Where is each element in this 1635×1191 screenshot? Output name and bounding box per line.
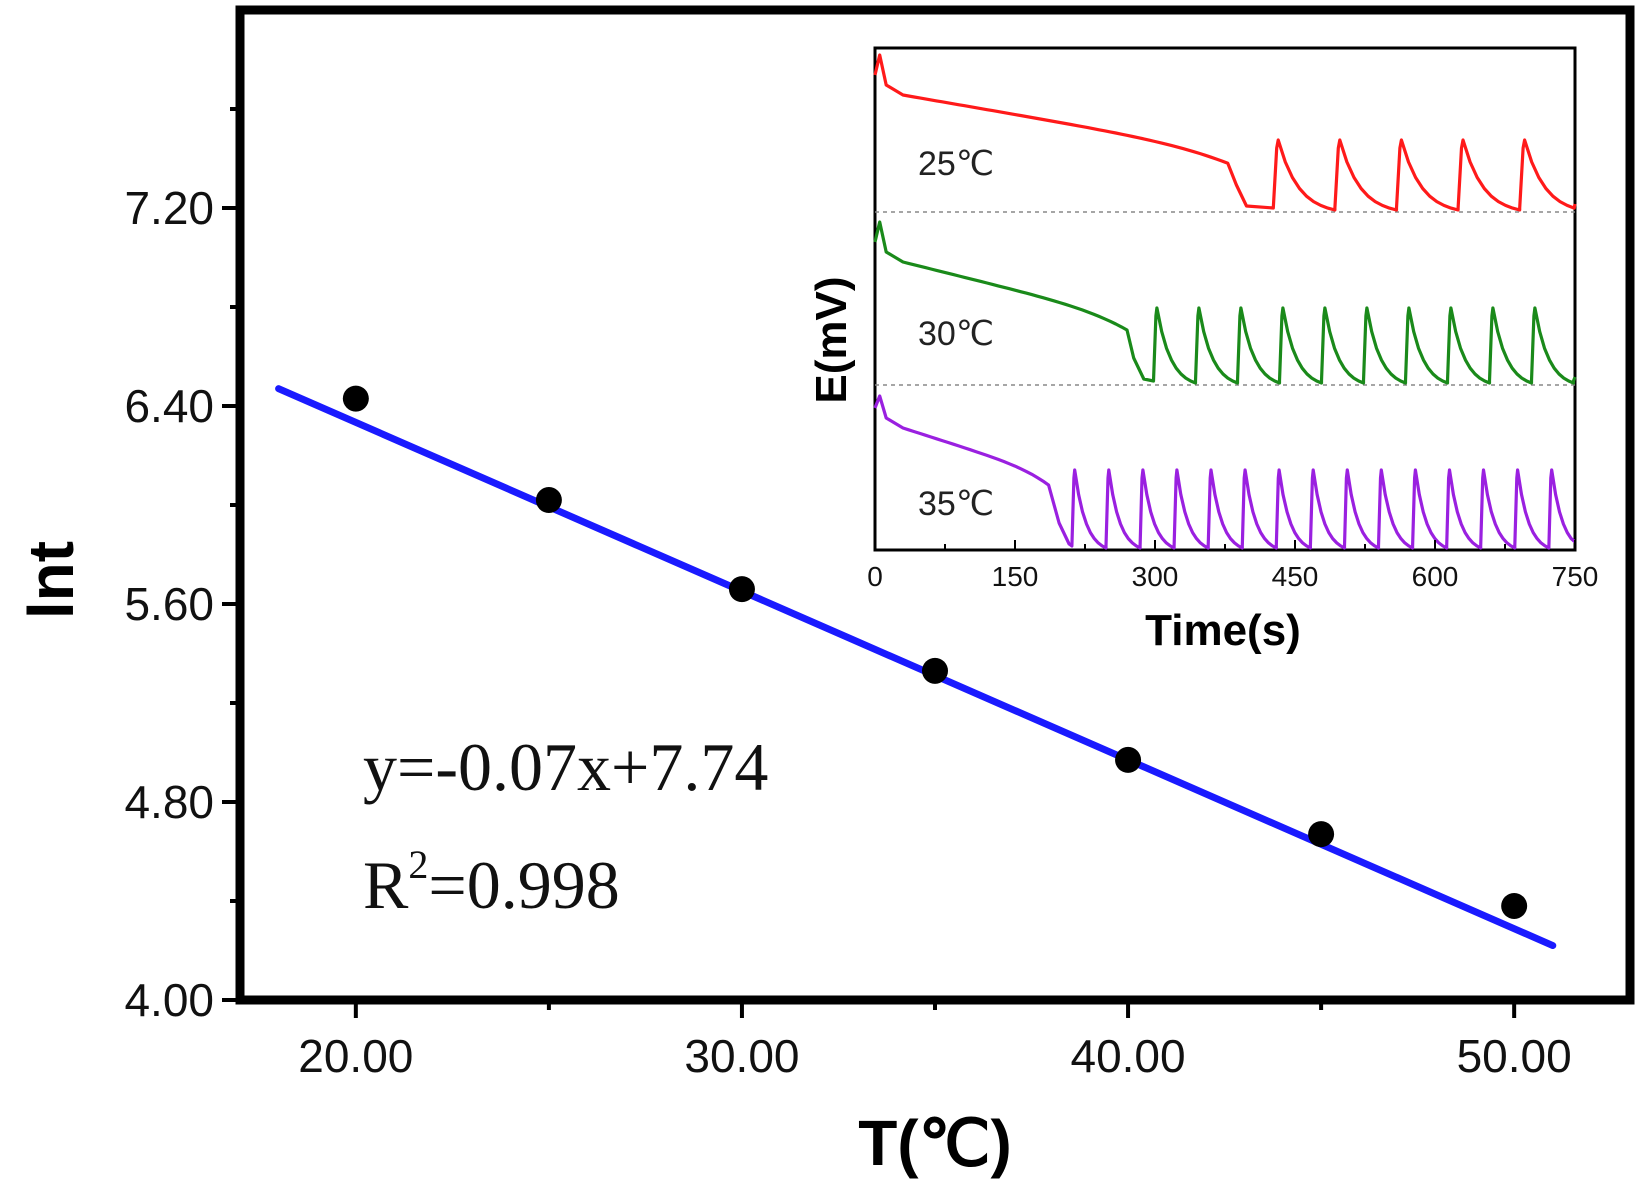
r2-superscript: 2 (408, 842, 428, 887)
data-point (922, 657, 948, 684)
inset-x-tick-label: 600 (1412, 561, 1459, 592)
fit-r-squared: R2=0.998 (363, 842, 620, 923)
inset-x-axis-title: Time(s) (1145, 606, 1301, 655)
inset-y-axis-title: E(mV) (807, 276, 856, 403)
y-tick-label: 4.00 (124, 974, 214, 1026)
y-tick-label: 6.40 (124, 380, 214, 432)
data-point (535, 487, 562, 514)
inset-series-label: 30℃ (918, 315, 994, 353)
inset-trace (873, 394, 1577, 550)
fit-equation: y=-0.07x+7.74 (363, 729, 768, 805)
x-tick-label: 40.00 (1070, 1030, 1185, 1082)
inset-series-label: 35℃ (918, 485, 994, 523)
x-tick-label: 30.00 (684, 1030, 799, 1082)
y-tick-label: 4.80 (124, 776, 214, 828)
data-point (1308, 821, 1335, 848)
data-point (342, 385, 369, 412)
inset-x-tick-label: 150 (992, 561, 1039, 592)
x-tick-label: 50.00 (1457, 1030, 1572, 1082)
inset-x-tick-label: 0 (867, 561, 883, 592)
main-x-axis-title: T(℃) (858, 1107, 1012, 1179)
data-point (728, 576, 755, 603)
fit-line (275, 385, 1557, 950)
main-y-axis-title: lnt (15, 541, 87, 619)
r2-value: =0.998 (428, 847, 619, 923)
y-tick-label: 7.20 (124, 182, 214, 234)
r2-prefix: R (363, 847, 409, 923)
inset-series-label: 25℃ (918, 145, 994, 183)
x-tick-label: 20.00 (298, 1030, 413, 1082)
inset-x-tick-label: 450 (1272, 561, 1319, 592)
inset-trace (873, 220, 1577, 385)
inset-x-tick-label: 750 (1552, 561, 1599, 592)
y-tick-label: 5.60 (124, 578, 214, 630)
data-point (1115, 746, 1142, 773)
inset-x-tick-label: 300 (1132, 561, 1179, 592)
data-point (1501, 892, 1528, 919)
inset-plot-frame (873, 46, 1577, 552)
inset-trace (873, 53, 1577, 212)
